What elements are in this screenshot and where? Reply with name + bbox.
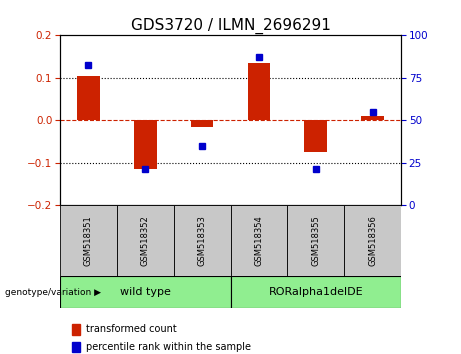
Text: percentile rank within the sample: percentile rank within the sample: [86, 342, 251, 352]
Bar: [77, 76, 100, 120]
Text: transformed count: transformed count: [86, 324, 177, 334]
Text: GSM518353: GSM518353: [198, 215, 207, 266]
Bar: [287, 205, 344, 276]
Bar: [191, 120, 213, 127]
Bar: [304, 120, 327, 152]
Bar: [71, 324, 80, 335]
Text: GSM518354: GSM518354: [254, 215, 263, 266]
Text: GSM518355: GSM518355: [311, 215, 320, 266]
Bar: [134, 120, 157, 169]
Title: GDS3720 / ILMN_2696291: GDS3720 / ILMN_2696291: [130, 18, 331, 34]
Text: GSM518356: GSM518356: [368, 215, 377, 266]
Text: RORalpha1delDE: RORalpha1delDE: [268, 287, 363, 297]
Text: GSM518351: GSM518351: [84, 215, 93, 266]
Text: GSM518352: GSM518352: [141, 215, 150, 266]
Text: genotype/variation ▶: genotype/variation ▶: [5, 287, 100, 297]
Bar: [117, 205, 174, 276]
Bar: [174, 205, 230, 276]
Text: wild type: wild type: [120, 287, 171, 297]
Bar: [344, 205, 401, 276]
Bar: [248, 63, 270, 120]
Bar: [71, 342, 80, 352]
Bar: [361, 116, 384, 120]
Bar: [230, 205, 287, 276]
Bar: [230, 276, 401, 308]
Bar: [60, 205, 117, 276]
Bar: [60, 276, 230, 308]
